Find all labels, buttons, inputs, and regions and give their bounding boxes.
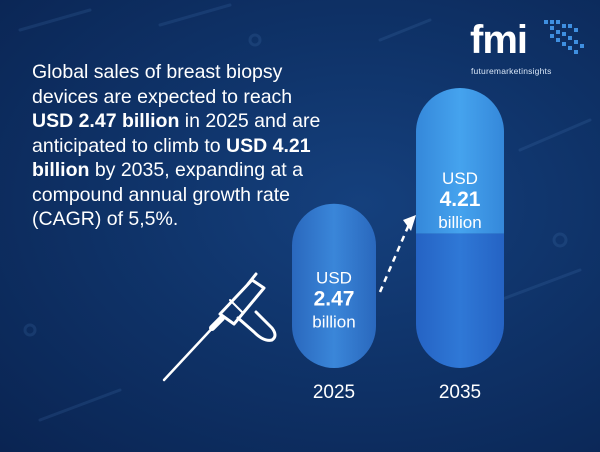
logo-brand: fmi <box>470 18 528 62</box>
category-label-2035: 2035 <box>439 382 481 403</box>
bar-value-label-2025-1: 2.47 <box>314 288 355 311</box>
bar-value-label-2025-2: billion <box>312 313 355 332</box>
growth-arrow-line <box>378 221 412 293</box>
headline-part-3: by 2035, expanding at a compound annual … <box>32 159 303 230</box>
category-label-2025: 2025 <box>313 382 355 403</box>
bar-2035-bottom-half <box>416 233 504 368</box>
headline-part-2: in 2025 and are anticipated to climb to <box>32 110 321 157</box>
headline-text: Global sales of breast biopsy devices ar… <box>32 60 322 232</box>
bar-2025 <box>292 203 376 368</box>
fmi-logo: fmi futuremarketinsights <box>470 18 588 84</box>
growth-arrow-head-icon <box>403 215 416 231</box>
bar-value-label-2035-2: billion <box>438 213 481 232</box>
headline-value-2025: USD 2.47 billion <box>32 110 180 132</box>
bar-2035 <box>416 88 504 368</box>
bar-value-label-2035-1: 4.21 <box>440 188 481 211</box>
logo-dot-pattern-icon <box>544 20 584 54</box>
bar-value-label-2035-0: USD <box>442 169 478 188</box>
biopsy-device-icon <box>162 272 277 382</box>
logo-tagline: futuremarketinsights <box>471 66 552 76</box>
headline-value-2035: USD 4.21 billion <box>32 134 311 182</box>
headline-part-1: Global sales of breast biopsy devices ar… <box>32 61 293 108</box>
bar-value-label-2025-0: USD <box>316 269 352 288</box>
bar-2035-top-half <box>416 88 504 234</box>
